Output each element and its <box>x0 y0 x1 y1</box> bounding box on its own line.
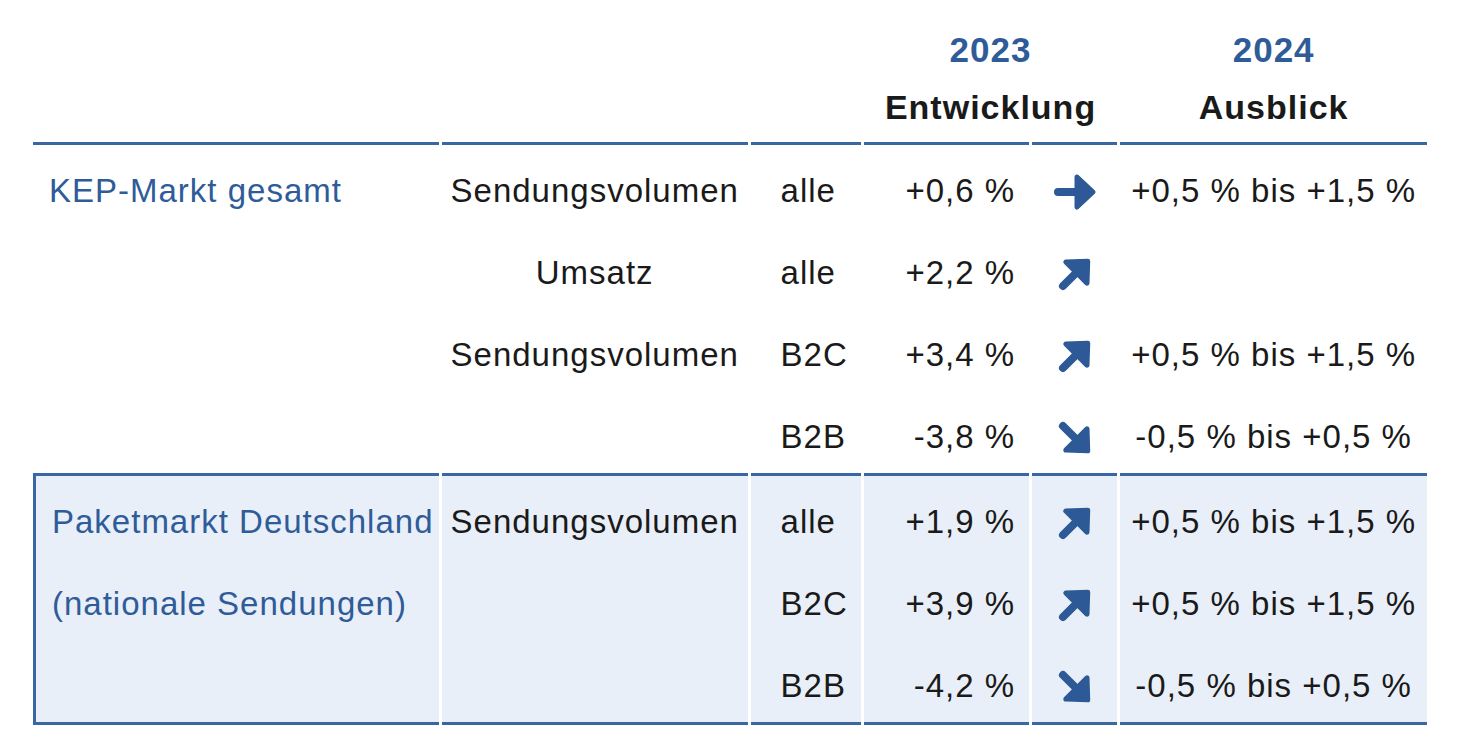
trend-cell <box>1032 558 1117 640</box>
outlook-2024-cell: +0,5 % bis +1,5 % <box>1120 558 1427 640</box>
market-cell: Express / Kurier gesamt <box>33 725 439 746</box>
table-row: KEP-Markt gesamt Sendungsvolumen alle +0… <box>33 145 1427 227</box>
header-label-row: Entwicklung Ausblick <box>33 72 1427 142</box>
trend-up-arrow-icon <box>1053 503 1097 543</box>
outlook-2024-cell: +0,5 % bis +1,5 % <box>1120 145 1427 227</box>
table-row: B2B -3,8 % -0,5 % bis +0,5 % <box>33 391 1427 476</box>
segment-cell: B2B <box>751 640 861 725</box>
trend-cell <box>1032 391 1117 476</box>
header-2024-year: 2024 <box>1120 0 1427 72</box>
trend-down-arrow-icon <box>1053 667 1097 707</box>
metric-cell <box>442 558 748 640</box>
outlook-2024-cell: +0,5 % bis +1,5 % <box>1120 309 1427 391</box>
table-row: B2B -4,2 % -0,5 % bis +0,5 % <box>33 640 1427 725</box>
trend-cell <box>1032 476 1117 558</box>
metric-cell: Sendungsvolumen <box>442 476 748 558</box>
market-cell <box>33 227 439 309</box>
header-spacer <box>33 0 861 72</box>
trend-up-arrow-icon <box>1053 336 1097 376</box>
value-2023-cell: -3,8 % <box>864 391 1029 476</box>
header-spacer <box>33 72 861 142</box>
trend-cell <box>1032 725 1117 746</box>
market-cell: (nationale Sendungen) <box>33 558 439 640</box>
market-cell <box>33 640 439 725</box>
value-2023-cell: +3,4 % <box>864 309 1029 391</box>
trend-up-arrow-icon <box>1053 254 1097 294</box>
value-2023-cell: -5,2 % <box>864 725 1029 746</box>
metric-cell: Sendungsvolumen <box>442 725 748 746</box>
segment-cell: alle <box>751 725 861 746</box>
outlook-2024-cell <box>1120 227 1427 309</box>
trend-right-arrow-icon <box>1053 172 1097 212</box>
metric-cell: Umsatz <box>442 227 748 309</box>
metric-cell <box>442 640 748 725</box>
table-row: Express / Kurier gesamt Sendungsvolumen … <box>33 725 1427 746</box>
outlook-2024-cell: +0,5 % bis +1,5 % <box>1120 725 1427 746</box>
header-year-row: 2023 2024 <box>33 0 1427 72</box>
trend-cell <box>1032 309 1117 391</box>
outlook-2024-cell: +0,5 % bis +1,5 % <box>1120 476 1427 558</box>
segment-cell: alle <box>751 227 861 309</box>
kep-market-table-figure: 2023 2024 Entwicklung Ausblick KEP-Markt… <box>0 0 1462 746</box>
header-2023-year: 2023 <box>864 0 1118 72</box>
segment-cell: B2C <box>751 309 861 391</box>
segment-cell: B2B <box>751 391 861 476</box>
trend-cell <box>1032 145 1117 227</box>
segment-cell: B2C <box>751 558 861 640</box>
trend-up-arrow-icon <box>1053 585 1097 625</box>
value-2023-cell: +1,9 % <box>864 476 1029 558</box>
segment-cell: alle <box>751 145 861 227</box>
value-2023-cell: -4,2 % <box>864 640 1029 725</box>
trend-cell <box>1032 640 1117 725</box>
table-row: Umsatz alle +2,2 % <box>33 227 1427 309</box>
header-2024-label: Ausblick <box>1120 72 1427 142</box>
market-development-table: 2023 2024 Entwicklung Ausblick KEP-Markt… <box>30 0 1430 746</box>
market-cell <box>33 391 439 476</box>
metric-cell: Sendungsvolumen <box>442 145 748 227</box>
outlook-2024-cell: -0,5 % bis +0,5 % <box>1120 391 1427 476</box>
segment-cell: alle <box>751 476 861 558</box>
table-row: (nationale Sendungen) B2C +3,9 % +0,5 % … <box>33 558 1427 640</box>
value-2023-cell: +3,9 % <box>864 558 1029 640</box>
market-cell: KEP-Markt gesamt <box>33 145 439 227</box>
outlook-2024-cell: -0,5 % bis +0,5 % <box>1120 640 1427 725</box>
market-cell: Paketmarkt Deutschland <box>33 476 439 558</box>
value-2023-cell: +2,2 % <box>864 227 1029 309</box>
metric-cell <box>442 391 748 476</box>
table-row: Sendungsvolumen B2C +3,4 % +0,5 % bis +1… <box>33 309 1427 391</box>
trend-cell <box>1032 227 1117 309</box>
metric-cell: Sendungsvolumen <box>442 309 748 391</box>
market-cell <box>33 309 439 391</box>
header-2023-label: Entwicklung <box>864 72 1118 142</box>
trend-down-arrow-icon <box>1053 418 1097 458</box>
table-row: Paketmarkt Deutschland Sendungsvolumen a… <box>33 476 1427 558</box>
value-2023-cell: +0,6 % <box>864 145 1029 227</box>
